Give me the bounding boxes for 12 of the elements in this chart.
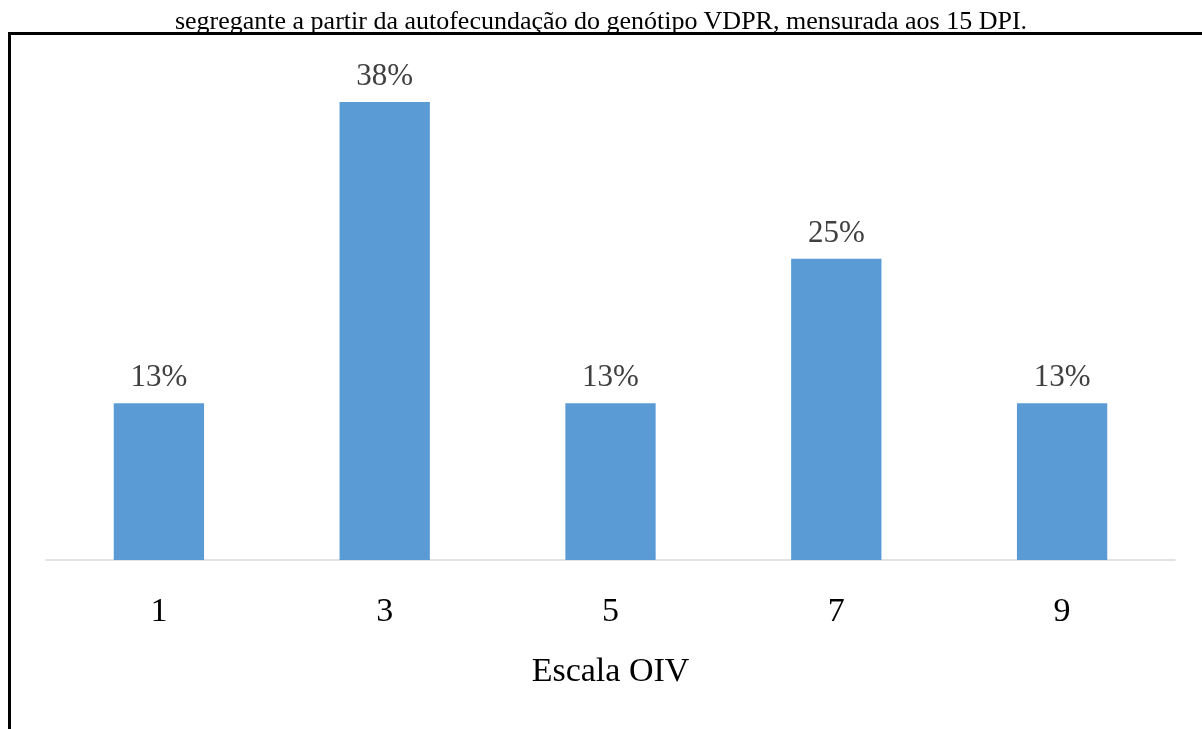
- data-label: 13%: [582, 358, 639, 394]
- x-tick-label: 1: [150, 590, 168, 628]
- x-tick-label: 3: [376, 590, 394, 628]
- x-tick-label: 7: [827, 590, 845, 628]
- x-tick-label: 5: [602, 590, 619, 628]
- x-tick-label: 9: [1053, 590, 1071, 628]
- chart-title: segregante a partir da autofecundação do genótipo VDPR, mensurada aos 15 DPI.: [174, 5, 1028, 35]
- data-label: 13%: [1033, 358, 1091, 394]
- data-label: 38%: [356, 57, 414, 93]
- data-label: 13%: [130, 358, 188, 394]
- x-axis-title: Escala OIV: [531, 650, 690, 688]
- data-label: 25%: [807, 213, 865, 249]
